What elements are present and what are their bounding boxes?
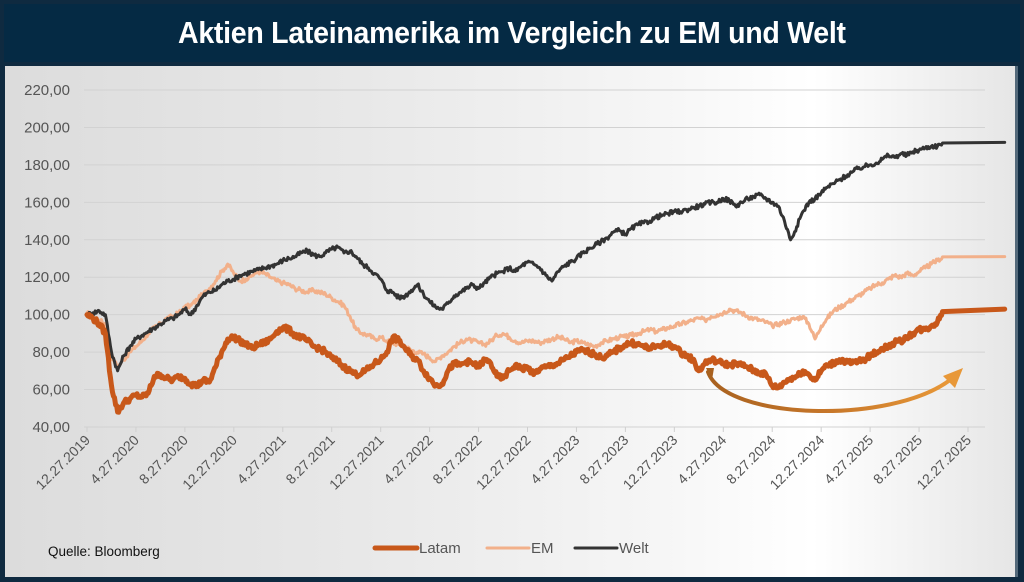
gridlines — [84, 89, 985, 428]
y-tick-label: 200,00 — [24, 119, 70, 136]
x-tick-label: 4.27.2022 — [380, 432, 436, 488]
chart-title: Aktien Lateinamerika im Vergleich zu EM … — [178, 15, 846, 50]
y-tick-label: 60,00 — [32, 382, 70, 399]
title-bar: Aktien Lateinamerika im Vergleich zu EM … — [4, 4, 1020, 62]
legend-item-welt: Welt — [573, 540, 650, 557]
chart-panel — [5, 66, 1018, 577]
legend: Latam EM Welt — [372, 540, 650, 557]
series-line-em — [85, 255, 1007, 369]
x-tick-label: 4.27.2020 — [87, 432, 143, 488]
y-tick-label: 220,00 — [24, 82, 70, 99]
arrow-head-icon — [706, 368, 714, 380]
y-tick-label: 120,00 — [24, 269, 70, 286]
recovery-arrow-icon — [706, 370, 952, 413]
y-axis: 220,00 200,00 180,00 160,00 140,00 120,00 100,… — [24, 82, 70, 436]
series-lines — [84, 140, 1008, 415]
y-tick-label: 100,00 — [24, 307, 70, 324]
legend-label: Welt — [619, 540, 650, 557]
legend-item-em: EM — [485, 540, 554, 557]
x-tick-label: 4.27.2024 — [674, 432, 730, 488]
x-tick-label: 4.27.2021 — [234, 432, 290, 488]
series-line-latam — [84, 306, 1008, 415]
x-tick-label: 4.27.2025 — [821, 432, 877, 488]
source-note: Quelle: Bloomberg — [48, 544, 160, 559]
arrow-tip-icon — [943, 368, 963, 388]
x-tick-label: 12.27.2019 — [32, 432, 93, 493]
annotation-arrow — [706, 368, 963, 413]
y-tick-label: 180,00 — [24, 157, 70, 174]
legend-label: Latam — [419, 540, 461, 557]
x-tick-label: 4.27.2023 — [527, 432, 583, 488]
series-line-welt — [85, 140, 1007, 373]
y-tick-label: 40,00 — [32, 419, 70, 436]
y-tick-label: 140,00 — [24, 232, 70, 249]
x-axis: 12.27.20194.27.20208.27.202012.27.20204.… — [32, 427, 974, 493]
y-tick-label: 80,00 — [32, 344, 70, 361]
y-tick-label: 160,00 — [24, 194, 70, 211]
legend-label: EM — [531, 540, 554, 557]
legend-item-latam: Latam — [372, 540, 461, 557]
